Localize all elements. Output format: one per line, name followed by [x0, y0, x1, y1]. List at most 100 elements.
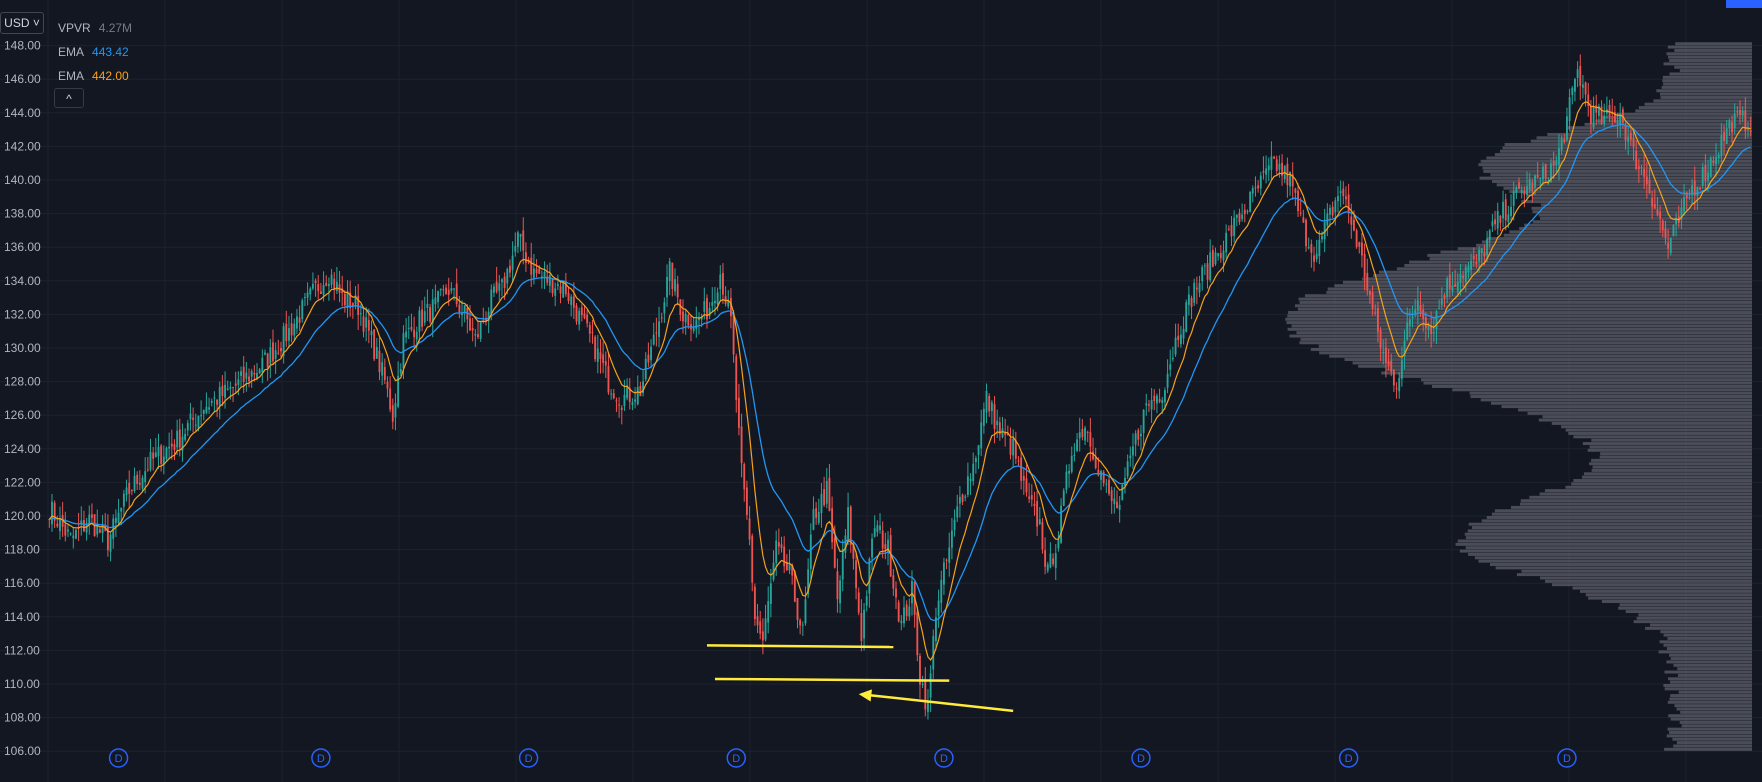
- candle-body-634: [1736, 111, 1739, 113]
- volume-profile-bar-67: [1468, 522, 1752, 526]
- volume-profile-bar-177: [1494, 153, 1752, 157]
- volume-profile-bar-183: [1547, 132, 1752, 136]
- candle-body-80: [261, 357, 264, 373]
- candle-body-41: [157, 446, 160, 457]
- candle-body-175: [514, 245, 517, 252]
- candle-body-559: [1536, 174, 1539, 178]
- volume-profile-bar-188: [1602, 116, 1752, 120]
- candle-body-543: [1494, 219, 1497, 225]
- candle-body-164: [485, 318, 487, 321]
- candle-body-114: [351, 303, 354, 307]
- volume-profile-bar-165: [1526, 193, 1752, 197]
- candle-body-45: [168, 446, 171, 449]
- candle-body-244: [698, 318, 700, 320]
- candle-body-619: [1696, 186, 1699, 196]
- volume-profile-bar-90: [1589, 445, 1752, 449]
- legend-vpvr[interactable]: VPVR 4.27M: [58, 16, 132, 40]
- volume-profile-bar-122: [1300, 337, 1752, 341]
- volume-profile-bar-57: [1474, 556, 1752, 560]
- candle-body-39: [152, 452, 155, 459]
- candle-body-486: [1342, 188, 1345, 196]
- candle-body-118: [362, 316, 365, 332]
- volume-profile-bar-200: [1662, 75, 1752, 79]
- candle-body-193: [562, 282, 565, 298]
- volume-profile-bar-197: [1661, 85, 1752, 89]
- candle-body-596: [1635, 150, 1638, 170]
- volume-profile-bar-105: [1470, 395, 1752, 398]
- candle-body-510: [1406, 322, 1409, 340]
- candle-body-551: [1515, 187, 1518, 193]
- candle-body-201: [583, 313, 586, 319]
- candle-body-466: [1289, 171, 1291, 187]
- candle-body-227: [652, 334, 655, 345]
- candle-body-489: [1350, 216, 1353, 225]
- volume-profile-bar-84: [1592, 465, 1752, 469]
- volume-profile-bar-89: [1587, 448, 1752, 452]
- candle-body-300: [847, 507, 850, 540]
- candle-body-61: [210, 401, 213, 403]
- candle-body-578: [1587, 94, 1590, 106]
- volume-profile-bar-117: [1329, 354, 1752, 358]
- candle-body-92: [293, 323, 296, 336]
- candle-body-191: [556, 284, 559, 287]
- candle-body-601: [1648, 179, 1651, 194]
- candle-body-539: [1483, 252, 1486, 257]
- candle-body-556: [1528, 179, 1531, 191]
- candle-body-549: [1510, 206, 1512, 216]
- candle-body-633: [1733, 113, 1736, 129]
- candle-body-230: [660, 317, 663, 319]
- candle-body-584: [1603, 115, 1606, 124]
- candle-body-451: [1249, 192, 1252, 212]
- volume-profile-bar-113: [1386, 368, 1752, 372]
- legend-ema-blue[interactable]: EMA 443.42: [58, 40, 132, 64]
- candle-body-75: [248, 376, 250, 382]
- candle-body-354: [990, 402, 993, 412]
- price-tick-label-6: 118.00: [4, 543, 40, 557]
- candle-body-611: [1675, 217, 1678, 225]
- volume-profile-bar-185: [1567, 126, 1752, 130]
- candle-body-177: [519, 233, 522, 237]
- candle-body-393: [1094, 456, 1097, 468]
- candle-body-35: [141, 477, 144, 489]
- candle-body-289: [817, 512, 820, 523]
- candle-body-502: [1384, 347, 1387, 364]
- volume-profile-bar-111: [1399, 374, 1752, 378]
- candle-body-412: [1145, 403, 1148, 406]
- candle-body-511: [1408, 319, 1411, 326]
- candle-body-528: [1454, 284, 1457, 287]
- volume-profile-bar-26: [1666, 660, 1752, 664]
- candle-body-292: [825, 481, 828, 504]
- currency-selector[interactable]: USD ˅: [0, 12, 44, 34]
- candle-body-198: [575, 305, 578, 322]
- volume-profile-bar-114: [1358, 364, 1752, 368]
- volume-profile-bar-153: [1503, 233, 1752, 237]
- candle-body-157: [466, 307, 469, 320]
- candle-body-52: [186, 423, 189, 431]
- candle-body-42: [160, 445, 163, 464]
- price-tick-label-1: 108.00: [4, 711, 41, 725]
- candle-body-621: [1701, 166, 1704, 187]
- volume-profile-bar-106: [1469, 391, 1752, 395]
- candle-body-424: [1177, 335, 1180, 341]
- candle-body-587: [1611, 112, 1614, 115]
- candle-body-514: [1416, 299, 1419, 311]
- candle-body-609: [1669, 238, 1672, 254]
- candle-body-146: [437, 291, 439, 302]
- volume-profile-bar-61: [1455, 542, 1752, 546]
- legend-ema-orange[interactable]: EMA 442.00: [58, 64, 132, 88]
- candle-body-91: [290, 323, 293, 336]
- candle-body-266: [756, 616, 759, 626]
- candle-body-29: [125, 487, 128, 496]
- candle-body-238: [682, 311, 684, 322]
- candle-body-49: [178, 429, 181, 448]
- candle-body-356: [996, 420, 999, 426]
- candle-body-386: [1076, 439, 1078, 451]
- candle-body-314: [884, 544, 887, 550]
- collapse-legend-button[interactable]: ^: [54, 88, 84, 108]
- candle-body-286: [809, 534, 812, 569]
- candle-body-94: [298, 317, 301, 323]
- candle-body-496: [1368, 290, 1371, 295]
- volume-profile-bar-148: [1440, 250, 1752, 254]
- candle-body-550: [1512, 191, 1515, 206]
